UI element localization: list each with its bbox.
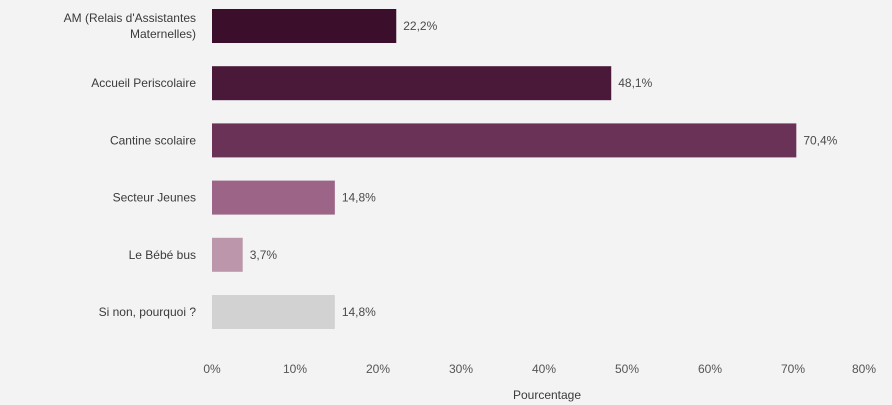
value-label: 70,4% [803, 133, 837, 147]
category-label: Si non, pourquoi ? [99, 305, 197, 319]
x-tick-label: 50% [615, 362, 639, 376]
x-tick-label: 10% [283, 362, 307, 376]
x-tick-label: 20% [366, 362, 390, 376]
bar [212, 66, 612, 101]
x-axis: 0% 10% 20% 30% 40% 50% 60% 70% 80% [203, 362, 876, 376]
bar [212, 123, 797, 158]
category-label: Maternelles) [130, 27, 196, 41]
x-tick-label: 60% [698, 362, 722, 376]
x-axis-title: Pourcentage [513, 388, 581, 402]
value-labels: 22,2% 48,1% 70,4% 14,8% 3,7% 14,8% [250, 19, 838, 319]
category-label: AM (Relais d'Assistantes [64, 11, 196, 25]
value-label: 3,7% [250, 248, 278, 262]
x-tick-label: 30% [449, 362, 473, 376]
category-label: Secteur Jeunes [113, 191, 196, 205]
value-label: 14,8% [342, 305, 376, 319]
bar [212, 237, 243, 272]
bar [212, 180, 335, 215]
x-tick-label: 0% [203, 362, 221, 376]
category-label: Cantine scolaire [110, 133, 196, 147]
category-labels: AM (Relais d'Assistantes Maternelles) Accu… [64, 11, 197, 319]
category-label: Le Bébé bus [129, 248, 196, 262]
x-tick-label: 70% [781, 362, 805, 376]
value-label: 48,1% [618, 76, 652, 90]
bars-layer [212, 9, 797, 329]
category-label: Accueil Periscolaire [91, 76, 196, 90]
value-label: 14,8% [342, 191, 376, 205]
bar [212, 295, 335, 329]
x-tick-label: 40% [532, 362, 556, 376]
value-label: 22,2% [403, 19, 437, 33]
bar [212, 9, 397, 43]
x-tick-label: 80% [852, 362, 876, 376]
